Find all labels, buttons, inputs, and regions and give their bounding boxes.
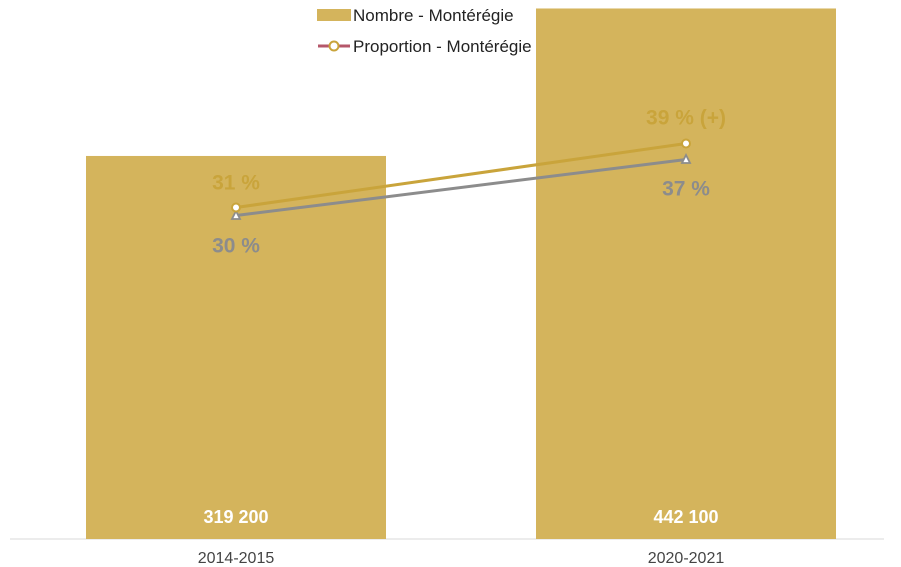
line-point bbox=[680, 152, 692, 164]
line-value-label: 31 % bbox=[212, 172, 260, 195]
legend-swatch-bar bbox=[317, 9, 351, 21]
line-series bbox=[235, 158, 687, 217]
line-point bbox=[681, 138, 691, 149]
bar-2020-2021 bbox=[536, 8, 836, 540]
x-tick-label: 2014-2015 bbox=[198, 550, 275, 567]
line-point bbox=[231, 202, 241, 213]
legend-swatch-marker bbox=[328, 40, 340, 52]
line-value-label: 30 % bbox=[212, 235, 260, 258]
bar-value-label: 319 200 bbox=[203, 507, 268, 527]
legend-label-bar: Nombre - Montérégie bbox=[353, 6, 514, 25]
legend: Nombre - Montérégie Proportion - Montéré… bbox=[317, 6, 532, 56]
line-series bbox=[235, 142, 687, 209]
x-ticks: 2014-2015 2020-2021 bbox=[198, 550, 725, 567]
line-point bbox=[230, 208, 242, 220]
bar-value-label: 442 100 bbox=[653, 507, 718, 527]
legend-label-line: Proportion - Montérégie bbox=[353, 37, 532, 56]
x-tick-label: 2020-2021 bbox=[648, 550, 725, 567]
line-value-label: 39 % (+) bbox=[646, 107, 726, 130]
bars: 319 200 442 100 bbox=[86, 8, 836, 540]
line-value-label: 37 % bbox=[662, 178, 710, 201]
lines: 30 % 37 % 31 % 39 % (+) bbox=[212, 107, 726, 258]
